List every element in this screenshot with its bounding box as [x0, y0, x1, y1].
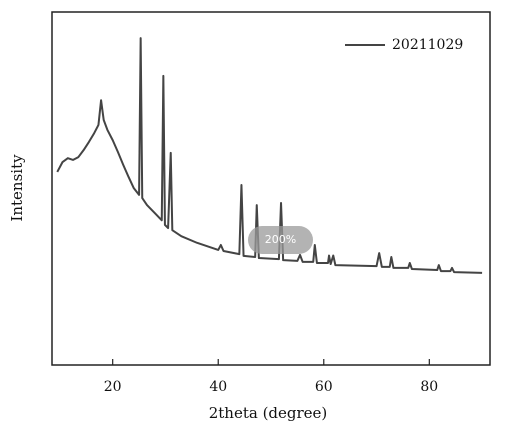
x-axis-label: 2theta (degree)	[209, 404, 328, 422]
x-tick-label: 20	[104, 379, 122, 395]
plot-frame	[51, 11, 491, 366]
x-tick-label: 80	[420, 379, 438, 395]
x-tick-label: 40	[209, 379, 227, 395]
data-line	[56, 37, 483, 274]
x-tick-label: 60	[315, 379, 333, 395]
zoom-badge	[248, 226, 313, 254]
legend-label: 20211029	[392, 37, 463, 53]
zoom-badge-text: 200%	[265, 233, 296, 246]
y-axis-label: Intensity	[8, 154, 26, 222]
